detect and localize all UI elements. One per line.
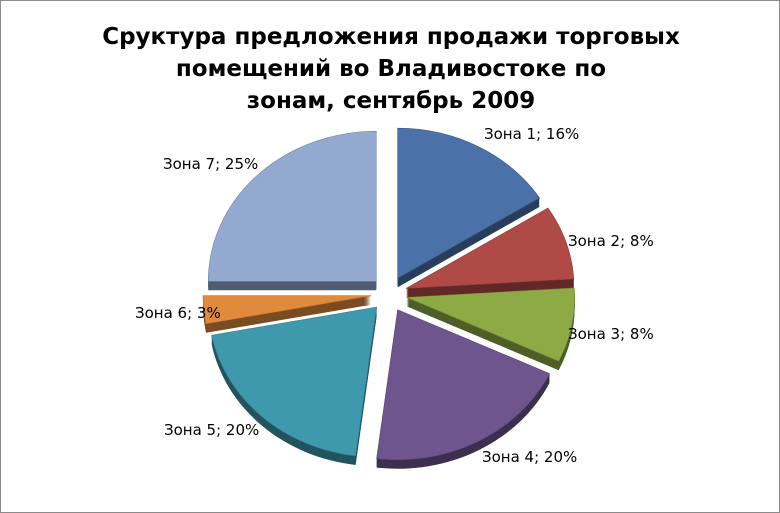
chart-title: Сруктура предложения продажи торговых по… [61,21,721,117]
pie-slice-2 [405,207,575,289]
slice-label-3: Зона 3; 8% [568,325,654,343]
chart-title-line-1: Сруктура предложения продажи торговых [102,24,680,50]
slice-label-5: Зона 5; 20% [164,421,259,439]
pie-slice-4 [376,309,551,461]
pie-slice-5 [211,306,378,457]
chart-title-line-2: помещений во Владивостоке по [175,56,607,82]
pie-slice-6 [202,295,372,325]
slice-label-6: Зона 6; 3% [135,304,221,322]
chart-title-line-3: зонам, сентябрь 2009 [246,88,536,114]
pie-slice-1 [397,127,540,279]
pie-slice-3 [406,287,575,362]
slice-label-2: Зона 2; 8% [568,232,654,250]
slice-label-1: Зона 1; 16% [484,125,579,143]
pie-slice-7 [207,130,377,282]
slice-label-4: Зона 4; 20% [482,448,577,466]
slice-label-7: Зона 7; 25% [163,155,258,173]
